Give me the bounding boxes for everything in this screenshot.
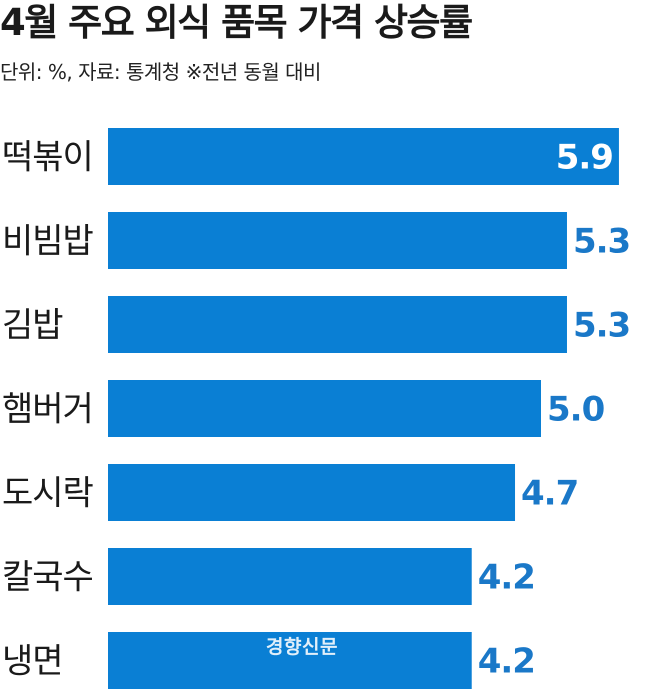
bar-4 xyxy=(108,380,541,437)
bar-6 xyxy=(108,548,472,605)
category-label: 떡볶이 xyxy=(2,138,93,178)
category-label: 비빔밥 xyxy=(2,222,94,262)
value-label: 4.2 xyxy=(478,558,535,598)
chart-title: 4월 주요 외식 품목 가격 상승률 xyxy=(0,1,473,44)
chart-subtitle: 단위: %, 자료: 통계청 ※전년 동월 대비 xyxy=(0,60,321,84)
bar-1 xyxy=(108,128,619,185)
category-label: 칼국수 xyxy=(2,558,93,598)
value-label: 5.9 xyxy=(556,138,613,178)
category-label: 도시락 xyxy=(2,474,94,514)
publisher-watermark: 경향신문 xyxy=(266,636,338,658)
bar-7 xyxy=(108,632,472,689)
value-label: 4.2 xyxy=(478,642,535,682)
value-label: 5.3 xyxy=(573,306,630,346)
bar-3 xyxy=(108,296,567,353)
value-label: 5.0 xyxy=(547,390,605,430)
category-label: 햄버거 xyxy=(2,390,93,430)
bar-2 xyxy=(108,212,567,269)
value-label: 4.7 xyxy=(521,474,578,514)
category-label: 김밥 xyxy=(2,306,63,346)
value-label: 5.3 xyxy=(573,222,630,262)
bar-5 xyxy=(108,464,516,521)
category-label: 냉면 xyxy=(2,642,63,682)
